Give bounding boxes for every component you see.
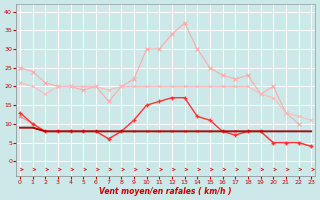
X-axis label: Vent moyen/en rafales ( km/h ): Vent moyen/en rafales ( km/h )	[99, 187, 232, 196]
